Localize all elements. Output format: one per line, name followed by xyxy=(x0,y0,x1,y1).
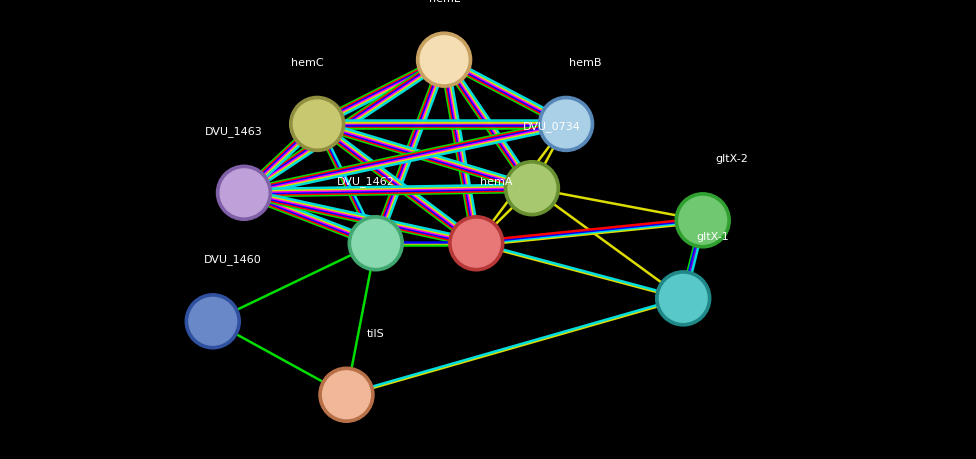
Circle shape xyxy=(294,100,341,148)
Text: DVU_0734: DVU_0734 xyxy=(522,121,581,132)
Circle shape xyxy=(508,164,555,212)
Text: hemL: hemL xyxy=(428,0,460,4)
Circle shape xyxy=(290,96,345,151)
Text: hemB: hemB xyxy=(569,58,602,68)
Circle shape xyxy=(421,36,468,84)
Circle shape xyxy=(660,274,707,322)
Text: tilS: tilS xyxy=(367,329,385,339)
Circle shape xyxy=(656,271,711,326)
Circle shape xyxy=(679,196,726,244)
Circle shape xyxy=(217,165,271,220)
Text: gltX-2: gltX-2 xyxy=(715,154,749,164)
Text: hemA: hemA xyxy=(479,177,512,187)
Circle shape xyxy=(185,294,240,349)
Circle shape xyxy=(449,216,504,271)
Text: DVU_1460: DVU_1460 xyxy=(203,254,262,265)
Circle shape xyxy=(543,100,590,148)
Circle shape xyxy=(221,169,267,217)
Circle shape xyxy=(323,371,370,419)
Circle shape xyxy=(189,297,236,345)
Circle shape xyxy=(352,219,399,267)
Circle shape xyxy=(675,193,730,248)
Text: DVU_1463: DVU_1463 xyxy=(205,126,264,137)
Text: hemC: hemC xyxy=(291,58,324,68)
Circle shape xyxy=(319,367,374,422)
Text: DVU_1462: DVU_1462 xyxy=(337,176,395,187)
Circle shape xyxy=(505,161,559,216)
Circle shape xyxy=(453,219,500,267)
Circle shape xyxy=(348,216,403,271)
Circle shape xyxy=(417,32,471,87)
Text: gltX-1: gltX-1 xyxy=(696,232,729,242)
Circle shape xyxy=(539,96,593,151)
